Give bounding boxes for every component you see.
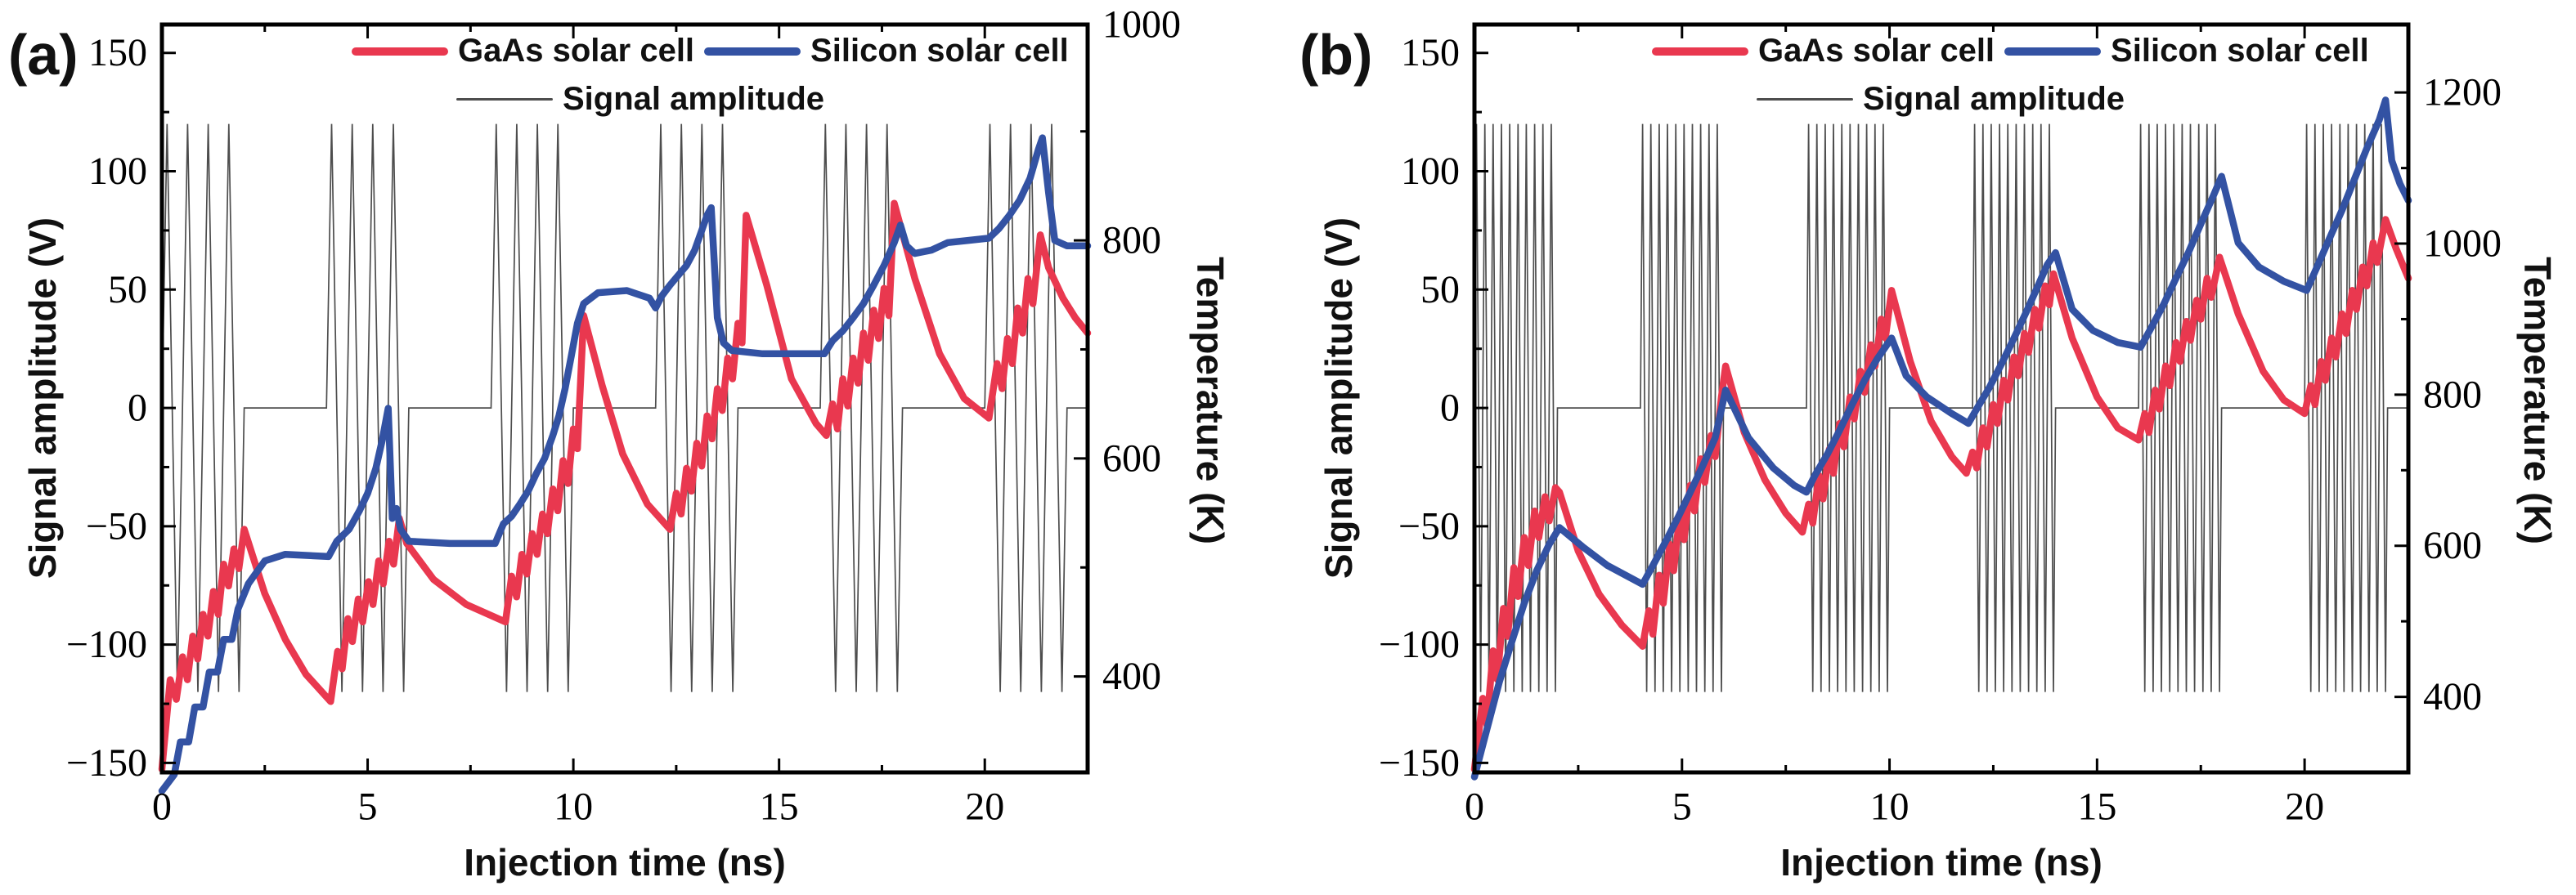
- gaas-legend-label: GaAs solar cell: [1758, 33, 1995, 69]
- signal-line-swatch: [456, 98, 553, 101]
- tick-label: −150: [1379, 741, 1460, 785]
- tick-label: 50: [108, 268, 147, 311]
- plot-frame: [159, 22, 1090, 775]
- silicon-legend-label: Silicon solar cell: [2111, 33, 2369, 69]
- tick-label: −50: [86, 504, 147, 548]
- signal-amplitude-series: [161, 123, 1088, 692]
- panel-a-yleft-title: Signal amplitude (V): [21, 217, 64, 580]
- tick-label: 150: [1401, 31, 1460, 74]
- silicon-series: [158, 134, 1092, 794]
- tick-label: 100: [88, 150, 147, 193]
- tick-label: 100: [1401, 150, 1460, 193]
- legend-row: GaAs solar cell Silicon solar cell: [352, 33, 1069, 69]
- tick-label: 5: [358, 785, 378, 829]
- tick-label: 400: [1102, 655, 1161, 698]
- tick-label: 20: [2285, 785, 2324, 829]
- tick-label: 15: [2077, 785, 2116, 829]
- tick-label: 50: [1420, 268, 1460, 311]
- panel-a: 0 5 10 15 20 150 100 50 0 −50 −100 −150 400 600 800 100…: [8, 3, 1232, 884]
- plot-frame: [1472, 22, 2411, 775]
- legend-row: Signal amplitude: [456, 81, 1069, 118]
- panel-b-yleft-title: Signal amplitude (V): [1317, 217, 1360, 580]
- tick-label: −150: [66, 741, 147, 785]
- tick-label: 800: [1102, 219, 1161, 262]
- tick-label: 0: [1465, 785, 1484, 829]
- silicon-line-swatch: [704, 47, 801, 56]
- silicon-legend-label: Silicon solar cell: [810, 33, 1069, 69]
- tick-label: 1200: [2423, 71, 2502, 114]
- gaas-legend-label: GaAs solar cell: [458, 33, 695, 69]
- tick-label: 0: [1440, 387, 1460, 430]
- panel-a-yright-title: Temperature (K): [1189, 257, 1232, 544]
- tick-label: 600: [2423, 524, 2482, 567]
- tick-label: 5: [1672, 785, 1692, 829]
- signal-legend-label: Signal amplitude: [563, 81, 825, 117]
- signal-legend-label: Signal amplitude: [1863, 81, 2125, 117]
- panel-b: 0 5 10 15 20 150 100 50 0 −50 −100 −150 400 600 800 100…: [1288, 0, 2576, 895]
- signal-line-swatch: [1757, 98, 1853, 101]
- tick-label: −100: [1379, 623, 1460, 666]
- tick-label: 10: [1870, 785, 1910, 829]
- tick-label: −100: [66, 623, 147, 666]
- tick-label: 1000: [1102, 3, 1181, 47]
- gaas-line-swatch: [352, 47, 448, 56]
- silicon-series: [1470, 96, 2412, 781]
- tick-label: 600: [1102, 436, 1161, 480]
- tick-label: 150: [88, 31, 147, 74]
- chart-a: 0 5 10 15 20 150 100 50 0 −50 −100 −150 400 600 800 100…: [66, 3, 1181, 829]
- gaas-line-swatch: [1652, 47, 1748, 56]
- tick-label: 0: [152, 785, 172, 829]
- tick-label: 20: [965, 785, 1004, 829]
- legend-row: Signal amplitude: [1757, 81, 2369, 118]
- legend-row: GaAs solar cell Silicon solar cell: [1652, 33, 2369, 69]
- tick-label: 1000: [2423, 222, 2502, 266]
- gaas-series: [1470, 216, 2412, 773]
- silicon-line-swatch: [2004, 47, 2102, 56]
- tick-label: 0: [128, 387, 147, 430]
- tick-label: 15: [760, 785, 799, 829]
- panel-b-x-title: Injection time (ns): [1780, 841, 2103, 884]
- panel-a-legend: GaAs solar cell Silicon solar cell Signa…: [352, 33, 1069, 118]
- panel-a-label: (a): [8, 23, 79, 87]
- tick-label: 800: [2423, 373, 2482, 416]
- tick-label: 10: [554, 785, 593, 829]
- panel-b-legend: GaAs solar cell Silicon solar cell Signa…: [1652, 33, 2369, 118]
- panel-b-label: (b): [1299, 23, 1373, 87]
- panel-a-x-title: Injection time (ns): [464, 841, 786, 884]
- tick-label: 400: [2423, 675, 2482, 718]
- panel-b-yright-title: Temperature (K): [2516, 257, 2559, 544]
- chart-b: 0 5 10 15 20 150 100 50 0 −50 −100 −150 400 600 800 100…: [1379, 22, 2502, 829]
- tick-label: −50: [1398, 504, 1460, 548]
